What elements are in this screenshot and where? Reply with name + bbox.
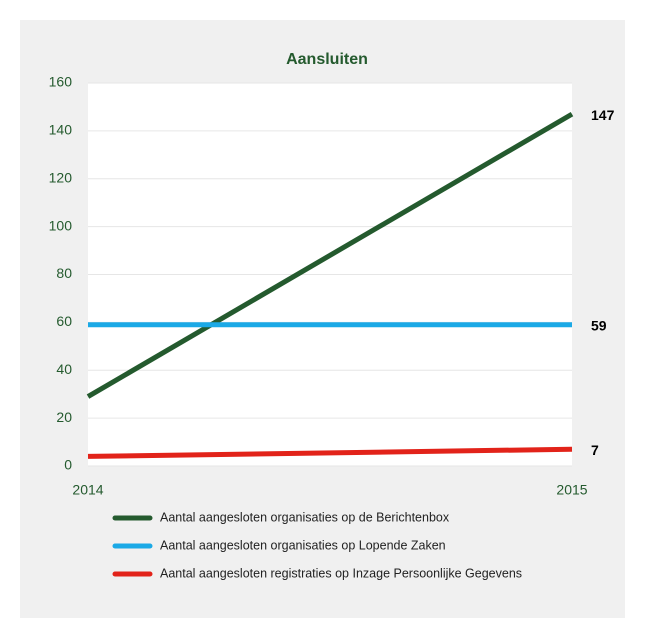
y-tick-label: 60 xyxy=(56,313,72,329)
series-line xyxy=(86,111,574,399)
y-tick-label: 40 xyxy=(56,361,72,377)
y-tick-label: 0 xyxy=(64,457,72,473)
data-label: 147 xyxy=(591,107,615,123)
data-label: 59 xyxy=(591,317,607,333)
chart-title: Aansluiten xyxy=(286,51,368,68)
series-line xyxy=(87,446,573,459)
legend-label: Aantal aangesloten organisaties op Lopen… xyxy=(160,538,446,552)
legend-label: Aantal aangesloten organisaties op de Be… xyxy=(160,510,450,524)
legend-label: Aantal aangesloten registraties op Inzag… xyxy=(160,566,522,580)
x-tick-label: 2015 xyxy=(556,482,587,498)
y-tick-label: 20 xyxy=(56,409,72,425)
y-tick-label: 100 xyxy=(49,217,73,233)
y-tick-label: 160 xyxy=(49,74,73,90)
x-tick-label: 2014 xyxy=(72,482,103,498)
y-tick-label: 140 xyxy=(49,122,73,138)
y-tick-label: 120 xyxy=(49,169,73,185)
data-label: 7 xyxy=(591,442,599,458)
y-tick-label: 80 xyxy=(56,265,72,281)
